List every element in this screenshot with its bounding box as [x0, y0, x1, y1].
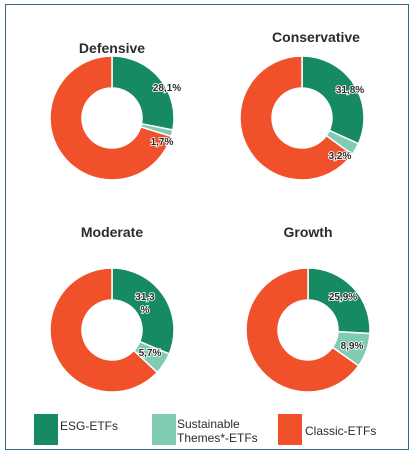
- chart-title-growth: Growth: [283, 224, 333, 240]
- donut-slice-growth-esg: [307, 267, 371, 335]
- slice-label-conservative-esg: 31,8%: [336, 85, 364, 96]
- chart-title-moderate: Moderate: [80, 224, 144, 240]
- slice-label-growth-esg: 25,9%: [329, 292, 357, 303]
- slice-label-defensive-sustainable: 1,7%: [151, 137, 174, 148]
- slice-label-moderate-sustainable: 5,7%: [139, 348, 162, 359]
- legend-swatch-esg: [34, 414, 58, 445]
- chart-title-defensive: Defensive: [78, 40, 146, 56]
- donut-slice-defensive-classic: [49, 55, 173, 181]
- chart-frame: [5, 4, 409, 450]
- legend-swatch-sustainable: [152, 414, 176, 445]
- slice-label-moderate-esg: 31,3%: [135, 292, 155, 316]
- donut-slice-conservative-esg: [301, 55, 365, 145]
- slice-label-conservative-sustainable: 3,2%: [329, 151, 352, 162]
- donut-slice-defensive-esg: [111, 55, 175, 131]
- donut-slice-conservative-classic: [239, 55, 354, 181]
- donut-slice-growth-classic: [245, 267, 360, 393]
- chart-title-conservative: Conservative: [272, 29, 360, 45]
- donut-slice-moderate-classic: [49, 267, 159, 393]
- legend-swatch-classic: [278, 414, 302, 445]
- legend-label-classic: Classic-ETFs: [305, 424, 377, 438]
- slice-label-defensive-esg: 28,1%: [153, 83, 181, 94]
- legend-label-sustainable: Sustainable Themes*-ETFs: [177, 417, 258, 445]
- donut-slice-moderate-esg: [111, 267, 175, 355]
- legend-label-esg: ESG-ETFs: [60, 419, 119, 433]
- slice-label-growth-sustainable: 8,9%: [341, 341, 364, 352]
